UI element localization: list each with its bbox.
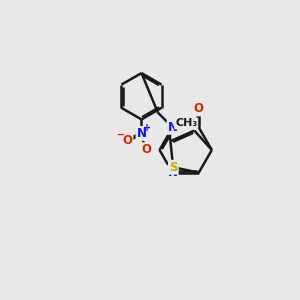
Text: O: O [122, 134, 133, 147]
Text: N: N [168, 121, 178, 134]
Text: S: S [169, 161, 177, 174]
Text: CH₃: CH₃ [175, 118, 197, 128]
Text: −: − [117, 130, 125, 140]
Text: N: N [168, 166, 178, 179]
Text: N: N [136, 127, 146, 140]
Text: O: O [194, 102, 204, 116]
Text: +: + [143, 123, 152, 133]
Text: O: O [142, 143, 152, 156]
